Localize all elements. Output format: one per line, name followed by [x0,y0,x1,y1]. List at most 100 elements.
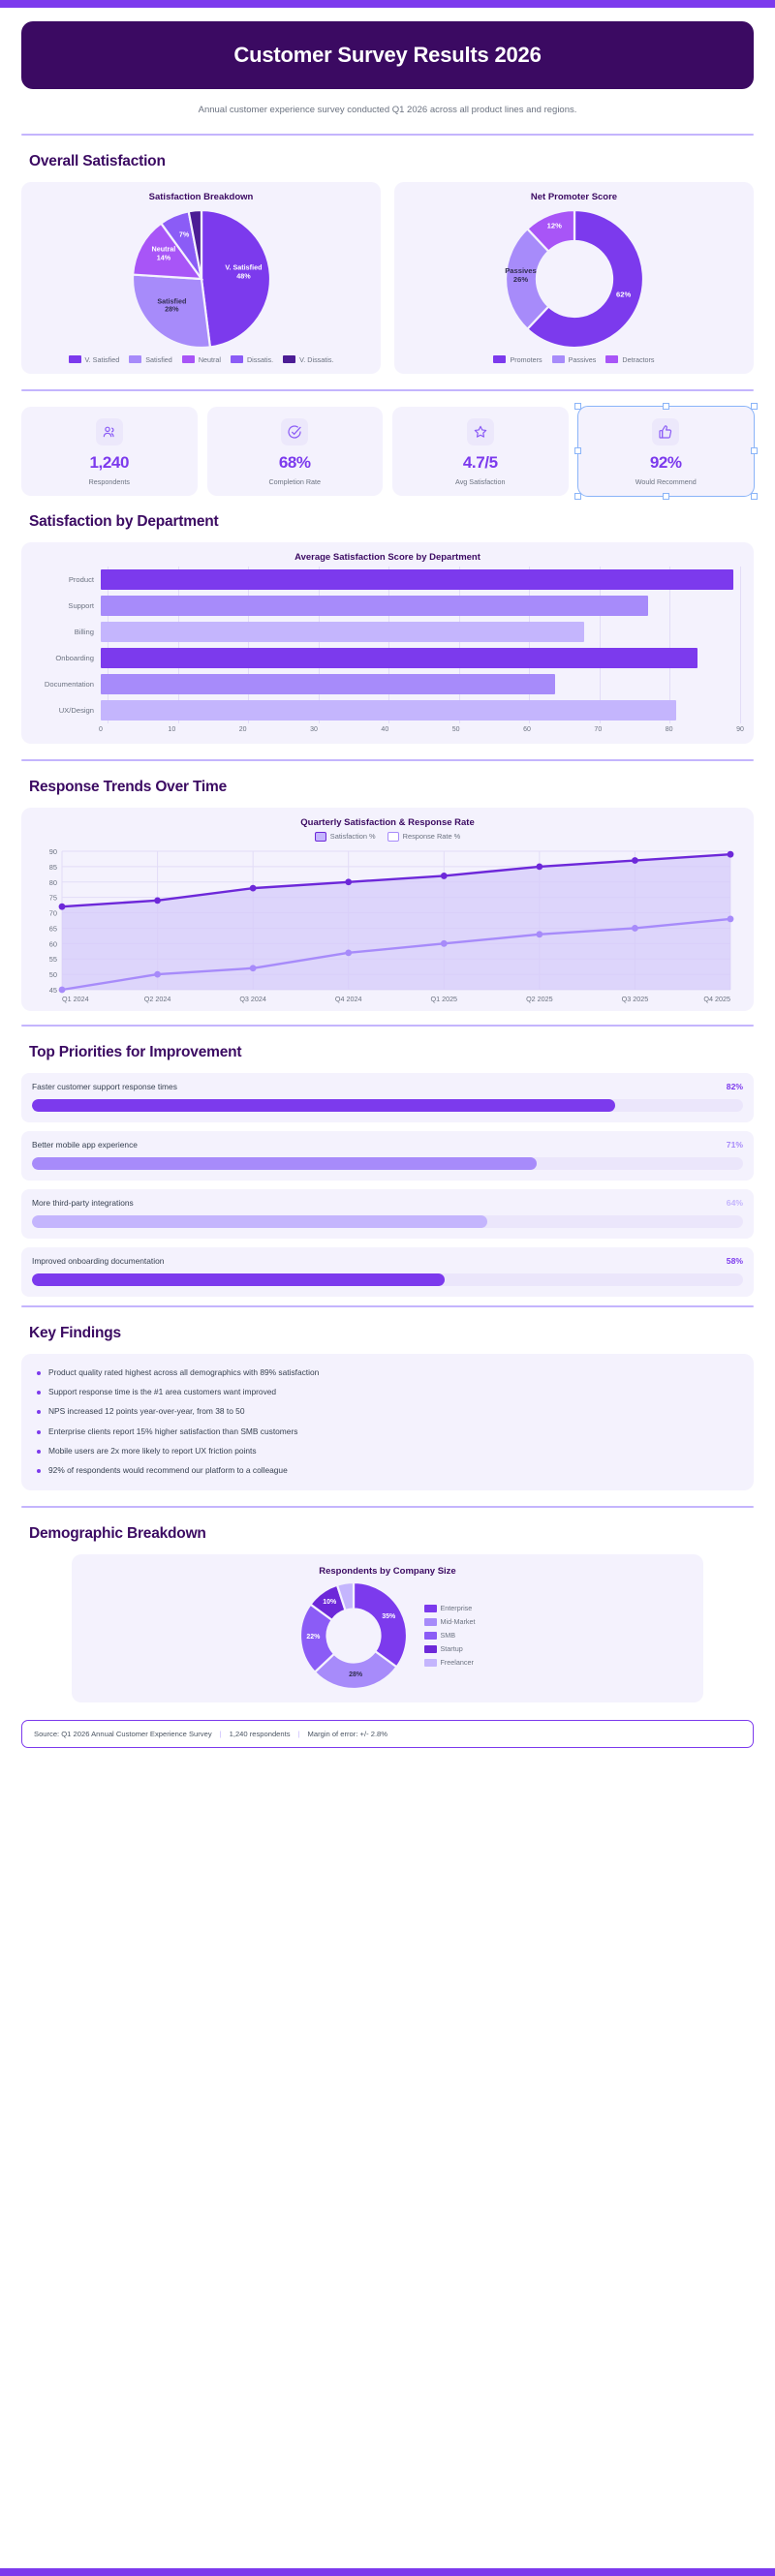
pie-slice[interactable] [186,209,202,279]
footer-respondents: 1,240 respondents [229,1729,291,1738]
selection-handle-s[interactable] [662,492,669,500]
selection-handle-sw[interactable] [574,492,581,500]
nps-donut-chart: 62% Passives 26% 12% [404,206,744,352]
selection-handle-w[interactable] [574,447,581,455]
data-point[interactable] [727,915,734,922]
bar-row: Onboarding [35,645,740,671]
divider [21,1304,754,1307]
finding-text: Mobile users are 2x more likely to repor… [48,1446,257,1457]
kpi-card-avg-satisfaction[interactable]: 4.7/5 Avg Satisfaction [392,406,569,496]
pie-slice[interactable] [132,273,211,348]
bar-category-label: Onboarding [55,653,94,662]
users-icon [95,417,123,445]
y-axis-tick: 90 [49,847,57,856]
legend-item[interactable]: Satisfaction % [314,831,376,842]
selection-handle-se[interactable] [751,492,758,500]
kpi-card-respondents[interactable]: 1,240 Respondents [21,406,198,496]
priority-percent: 82% [726,1081,743,1091]
data-point[interactable] [727,850,734,858]
priority-header: Faster customer support response times 82… [32,1082,743,1091]
kpi-card-completion-rate[interactable]: 68% Completion Rate [206,406,383,496]
priority-progress-track [32,1098,743,1112]
legend-label: Enterprise [440,1604,473,1613]
priority-item[interactable]: More third-party integrations 64% [21,1188,754,1239]
bar-fill[interactable] [101,595,648,616]
bar-fill[interactable] [101,621,584,642]
legend-item[interactable]: Passives [551,355,596,364]
data-point[interactable] [632,856,638,864]
priority-progress-fill [32,1098,615,1112]
priority-item[interactable]: Faster customer support response times 82… [21,1072,754,1122]
data-point[interactable] [58,986,66,994]
legend-item[interactable]: Mid-Market [423,1617,476,1627]
priority-label: Improved onboarding documentation [32,1255,165,1266]
bar-fill[interactable] [101,673,556,694]
kpi-value: 4.7/5 [462,452,498,472]
selection-handle-n[interactable] [662,402,669,410]
legend-item[interactable]: Detractors [605,354,655,364]
data-point[interactable] [536,863,543,870]
pie-slice[interactable] [335,1580,355,1611]
y-axis-tick: 60 [49,939,57,948]
data-point[interactable] [154,970,161,978]
data-point[interactable] [345,878,353,885]
pie-slice[interactable] [525,209,643,348]
data-point[interactable] [536,931,543,937]
selection-handle-nw[interactable] [574,402,581,410]
department-bar-card: Average Satisfaction Score by Department… [21,541,754,744]
bar-fill[interactable] [101,568,733,590]
bar-fill[interactable] [101,699,676,721]
legend-item[interactable]: Satisfied [129,355,172,364]
legend-item[interactable]: V. Satisfied [68,355,119,364]
pie-slice[interactable] [132,221,203,280]
divider [21,1505,754,1508]
x-axis-tick: Q1 2024 [62,995,89,1003]
legend-item[interactable]: SMB [423,1631,476,1640]
legend-item[interactable]: Dissatis. [230,355,273,364]
legend-label: Promoters [510,354,542,364]
legend-item[interactable]: Response Rate % [387,831,461,842]
data-point[interactable] [440,872,448,879]
legend-item[interactable]: Freelancer [423,1658,476,1667]
legend-item[interactable]: Promoters [493,355,542,364]
legend-item[interactable]: Neutral [181,355,221,364]
data-point[interactable] [249,884,257,892]
x-axis-tick: Q2 2025 [526,995,553,1003]
data-point[interactable] [632,924,638,932]
bullet-icon [37,1370,41,1375]
legend-label: Detractors [622,354,655,364]
legend-swatch [423,1631,437,1640]
pie-slice[interactable] [200,209,270,348]
priority-progress-track [32,1156,743,1170]
legend-item[interactable]: Enterprise [423,1604,476,1613]
selection-handle-ne[interactable] [751,402,758,410]
data-point[interactable] [345,949,353,956]
line-series-2 [60,917,732,991]
legend-label: Response Rate % [402,832,461,842]
priority-percent: 64% [726,1197,743,1208]
department-bar-plot: Product Support Billing Onboarding Documenta… [35,566,741,723]
y-axis-tick: 45 [49,986,57,995]
pie-charts-row: Satisfaction Breakdown V. Satisfied 48% Sa… [21,181,754,374]
priority-item[interactable]: Better mobile app experience 71% [21,1130,754,1181]
bar-row: Support [35,593,740,619]
bar-fill[interactable] [101,647,698,668]
legend-item[interactable]: Startup [423,1644,476,1653]
x-axis-tick: 60 [523,725,531,733]
kpi-card-would-recommend[interactable]: 92% Would Recommend [574,402,758,500]
line-chart-svg: 45 50 55 60 65 70 75 80 85 90 Q1 2024 Q2 2024 Q3 202… [49,847,734,1003]
selection-handle-e[interactable] [751,447,758,455]
pie-slice[interactable] [352,1580,408,1669]
data-point[interactable] [154,897,161,904]
bar-category-label: UX/Design [58,705,94,715]
pie-slice[interactable] [525,209,575,253]
x-axis-tick: Q4 2024 [335,995,362,1003]
report-page: Customer Survey Results 2026 Annual cust… [0,21,775,1748]
data-point[interactable] [440,939,448,947]
data-point[interactable] [58,903,66,910]
data-point[interactable] [249,965,257,971]
priority-item[interactable]: Improved onboarding documentation 58% [21,1246,754,1297]
legend-item[interactable]: V. Dissatis. [283,355,333,364]
bar-category-label: Documentation [44,679,94,689]
legend-label: Mid-Market [440,1617,476,1627]
